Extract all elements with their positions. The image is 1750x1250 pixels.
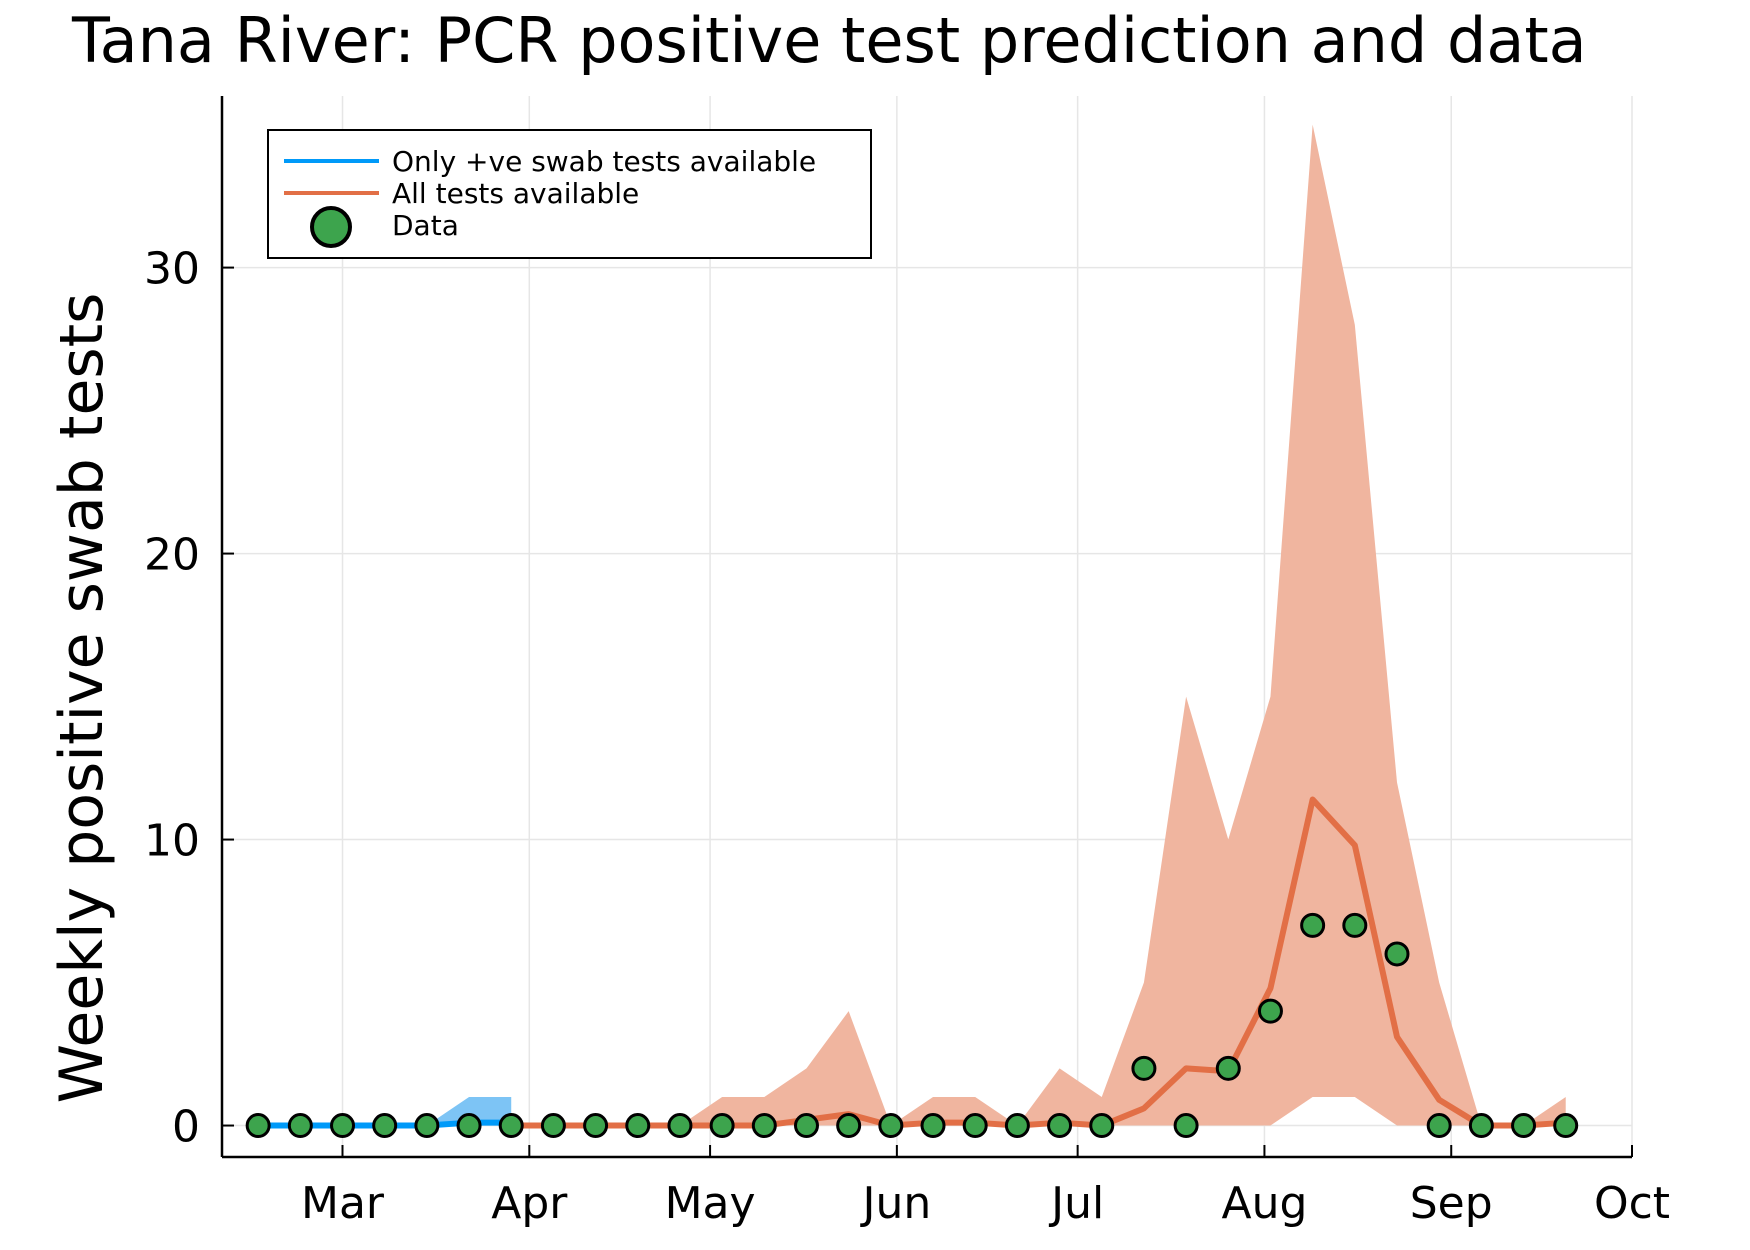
y-tick-label-30: 30 — [144, 244, 200, 295]
data-point — [330, 1113, 356, 1139]
data-point — [962, 1113, 988, 1139]
x-tick-label-apr: Apr — [491, 1178, 568, 1229]
data-point — [1257, 998, 1283, 1024]
band-only-positive — [258, 1096, 512, 1126]
x-tick-label-mar: Mar — [301, 1178, 385, 1229]
data-point — [836, 1113, 862, 1139]
x-tick-label-may: May — [665, 1178, 756, 1229]
data-point — [540, 1113, 566, 1139]
x-tick-label-oct: Oct — [1594, 1178, 1670, 1229]
data-point — [1511, 1113, 1537, 1139]
legend-label-all-tests: All tests available — [392, 177, 639, 210]
data-point — [1047, 1113, 1073, 1139]
data-point — [920, 1113, 946, 1139]
data-point — [1004, 1113, 1030, 1139]
y-tick-labels: 0 10 20 30 — [144, 244, 200, 1153]
x-tick-labels: Mar Apr May Jun Jul Aug Sep Oct — [301, 1178, 1670, 1229]
uncertainty-bands — [258, 124, 1566, 1126]
data-point — [625, 1113, 651, 1139]
legend-swatch-data — [310, 206, 352, 248]
data-point — [372, 1113, 398, 1139]
y-tick-label-10: 10 — [144, 816, 200, 867]
data-point — [1468, 1113, 1494, 1139]
data-point — [245, 1113, 271, 1139]
chart-title: Tana River: PCR positive test prediction… — [71, 4, 1587, 77]
data-point — [1131, 1055, 1157, 1081]
data-point — [1215, 1055, 1241, 1081]
x-tick-label-jun: Jun — [859, 1178, 931, 1229]
data-point — [456, 1113, 482, 1139]
band-all-tests — [511, 124, 1566, 1126]
data-point — [751, 1113, 777, 1139]
data-point — [583, 1113, 609, 1139]
y-axis-label: Weekly positive swab tests — [47, 293, 117, 1104]
legend: Only +ve swab tests available All tests … — [267, 129, 872, 259]
legend-label-only-positive: Only +ve swab tests available — [392, 145, 816, 178]
data-point — [1342, 912, 1368, 938]
data-points — [245, 912, 1579, 1139]
data-point — [793, 1113, 819, 1139]
data-point — [414, 1113, 440, 1139]
x-tick-label-aug: Aug — [1221, 1178, 1307, 1229]
data-point — [1300, 912, 1326, 938]
data-point — [1089, 1113, 1115, 1139]
y-tick-label-0: 0 — [172, 1102, 200, 1153]
data-point — [1553, 1113, 1579, 1139]
data-point — [1426, 1113, 1452, 1139]
data-point — [287, 1113, 313, 1139]
x-tick-label-jul: Jul — [1048, 1178, 1104, 1229]
data-point — [1384, 941, 1410, 967]
data-point — [667, 1113, 693, 1139]
data-point — [878, 1113, 904, 1139]
data-point — [1173, 1113, 1199, 1139]
data-point — [709, 1113, 735, 1139]
y-tick-label-20: 20 — [144, 530, 200, 581]
data-point — [498, 1113, 524, 1139]
x-tick-label-sep: Sep — [1410, 1178, 1493, 1229]
legend-label-data: Data — [392, 209, 459, 242]
axes — [220, 96, 1633, 1159]
